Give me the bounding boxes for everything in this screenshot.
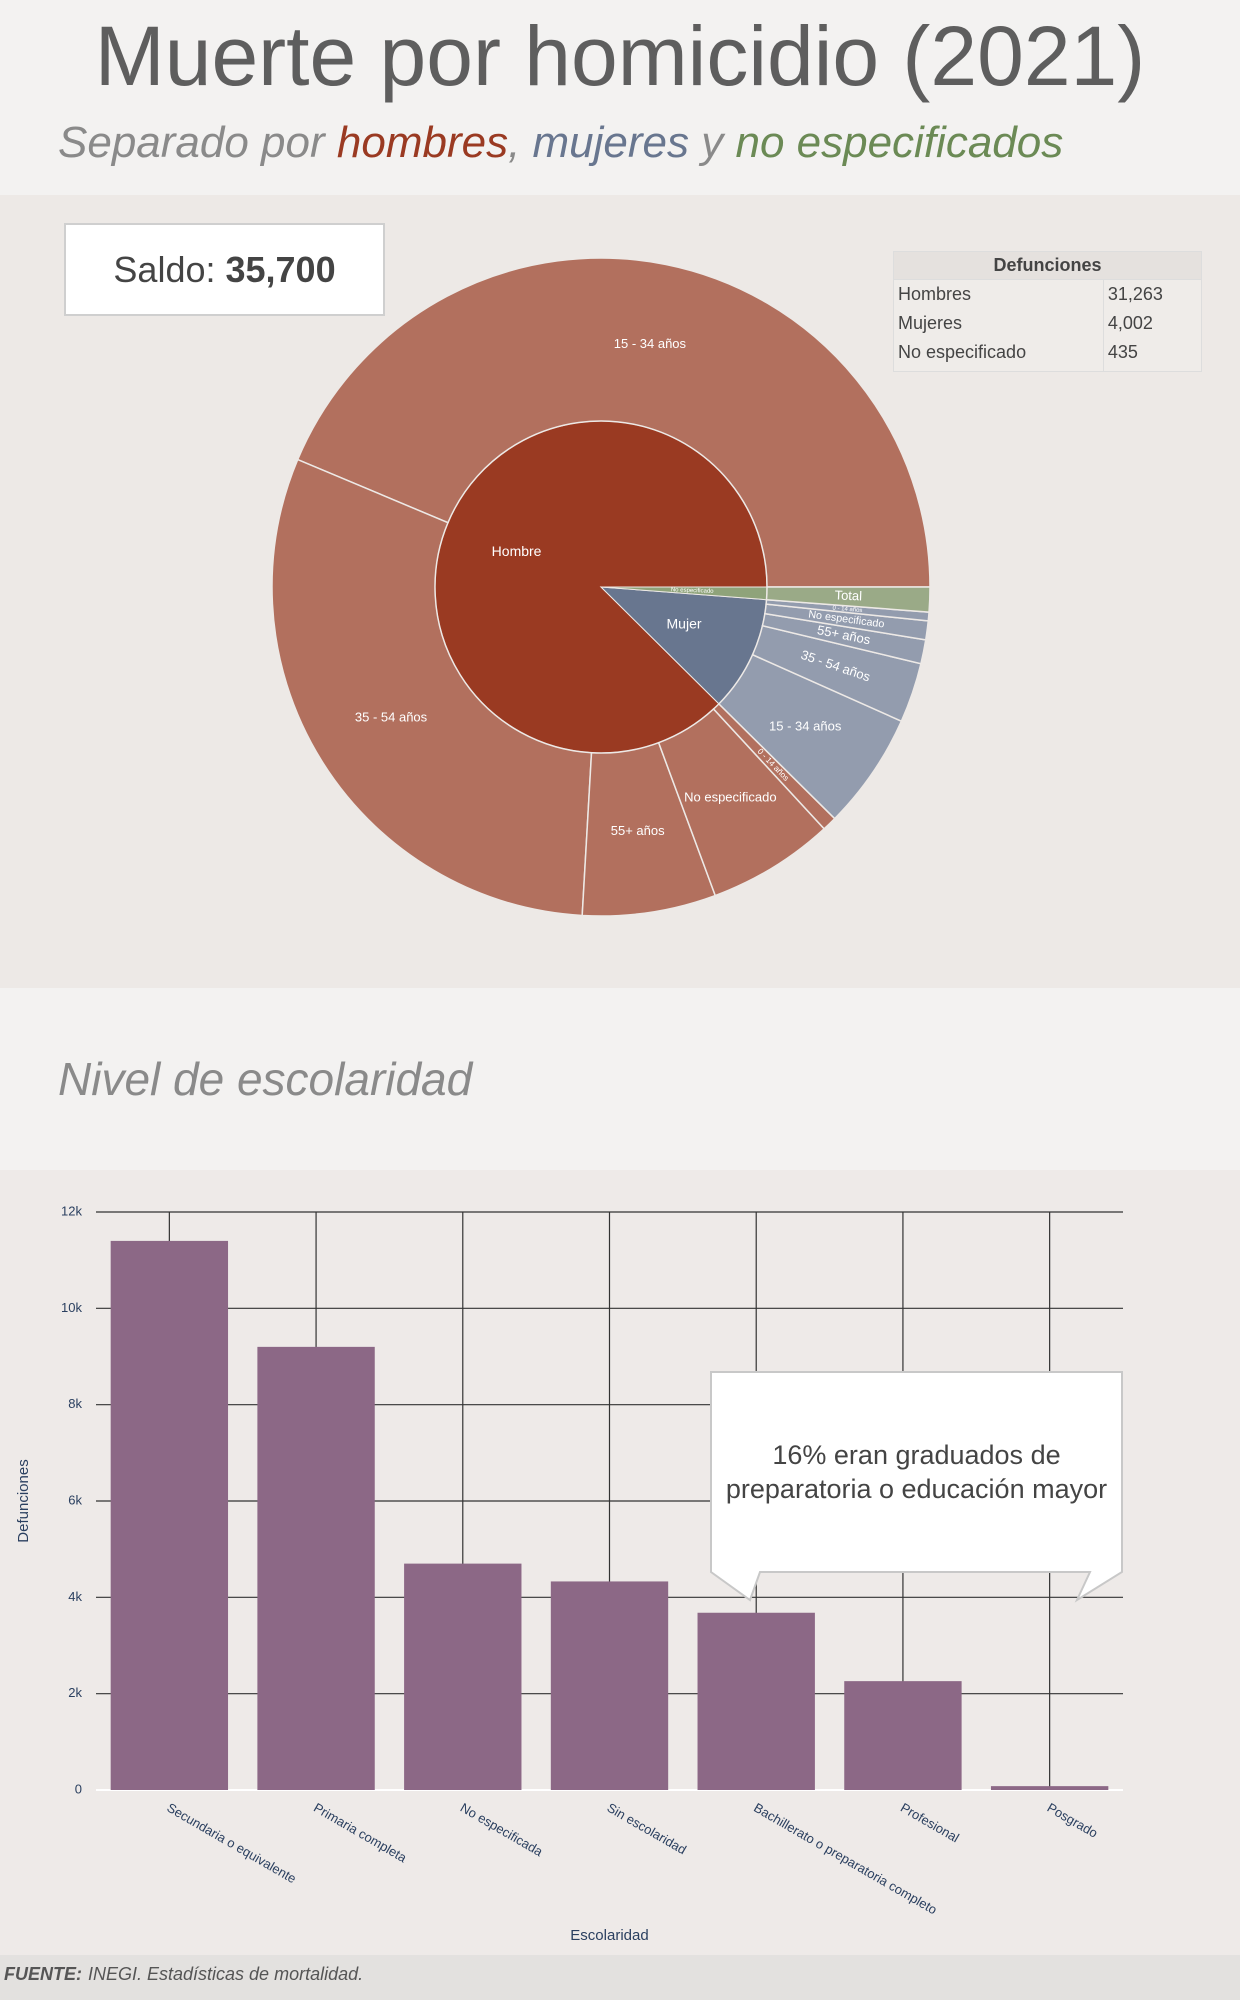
- y-tick-label: 10k: [61, 1300, 82, 1315]
- x-axis-title: Escolaridad: [570, 1927, 648, 1944]
- sector-label: Total: [834, 587, 862, 603]
- section-band: [0, 988, 1240, 1170]
- bar: [697, 1612, 815, 1790]
- source-label: FUENTE:: [4, 1964, 82, 1984]
- bar: [110, 1240, 229, 1790]
- outer-sector: [271, 458, 593, 917]
- table-cell: Hombres: [893, 279, 1104, 309]
- subtitle-part: ,: [508, 118, 533, 167]
- table-cell: 4,002: [1102, 309, 1203, 338]
- subtitle-part: Separado por: [58, 118, 337, 167]
- sector-label: 15 - 34 años: [614, 336, 687, 351]
- bar: [550, 1581, 669, 1790]
- y-tick-label: 6k: [68, 1492, 82, 1507]
- footer: FUENTE: INEGI. Estadísticas de mortalidad…: [4, 1964, 363, 1985]
- y-axis-title: Defunciones: [15, 1459, 32, 1542]
- section-title: Nivel de escolaridad: [58, 1053, 473, 1105]
- sector-label: Mujer: [667, 616, 702, 632]
- subtitle-part: hombres: [336, 118, 509, 167]
- source: INEGI. Estadísticas de mortalidad.: [88, 1964, 364, 1984]
- y-tick-label: 4k: [68, 1589, 82, 1604]
- sector-label: No especificado: [684, 789, 777, 804]
- subtitle: Separado por hombres, mujeres y no espec…: [58, 118, 1063, 168]
- sector-label: 55+ años: [611, 823, 665, 838]
- y-tick-label: 0: [75, 1781, 82, 1796]
- kpi-card: Saldo: 35,700: [64, 223, 385, 316]
- sector-label: 15 - 34 años: [769, 718, 842, 733]
- outer-sector: [765, 586, 931, 613]
- annotation: 16% eran graduados de preparatoria o edu…: [725, 1440, 1108, 1504]
- title: Muerte por homicidio (2021): [94, 9, 1146, 103]
- subtitle-part: mujeres: [532, 118, 690, 167]
- sector-label: 35 - 54 años: [355, 709, 428, 724]
- y-tick-label: 12k: [61, 1203, 82, 1218]
- table-header: Defunciones: [893, 251, 1202, 280]
- sector-label: 0 - 14 años: [832, 605, 862, 614]
- bar: [257, 1346, 375, 1790]
- kpi-value: 35,700: [225, 248, 336, 290]
- subtitle-part: y: [689, 118, 736, 167]
- table-cell: Mujeres: [893, 309, 1104, 338]
- bar: [844, 1681, 962, 1790]
- header-band: [0, 0, 1240, 195]
- table-cell: 435: [1102, 338, 1203, 372]
- outer-sector: [296, 257, 931, 588]
- y-tick-label: 8k: [68, 1396, 82, 1411]
- bar: [990, 1786, 1109, 1790]
- sector-label: Hombre: [492, 543, 542, 559]
- footer-band: [0, 1955, 1240, 2000]
- kpi-label: Saldo:: [113, 248, 216, 290]
- table-cell: No especificado: [893, 338, 1104, 372]
- subtitle-part: no especificados: [735, 118, 1064, 167]
- summary-table: Defunciones Hombres 31,263 Mujeres 4,002 N…: [893, 251, 1203, 372]
- annotation-box: [710, 1371, 1123, 1603]
- y-tick-label: 2k: [68, 1685, 82, 1700]
- sector-label: No especificado: [671, 587, 715, 595]
- bar: [404, 1563, 522, 1790]
- table-cell: 31,263: [1102, 279, 1203, 309]
